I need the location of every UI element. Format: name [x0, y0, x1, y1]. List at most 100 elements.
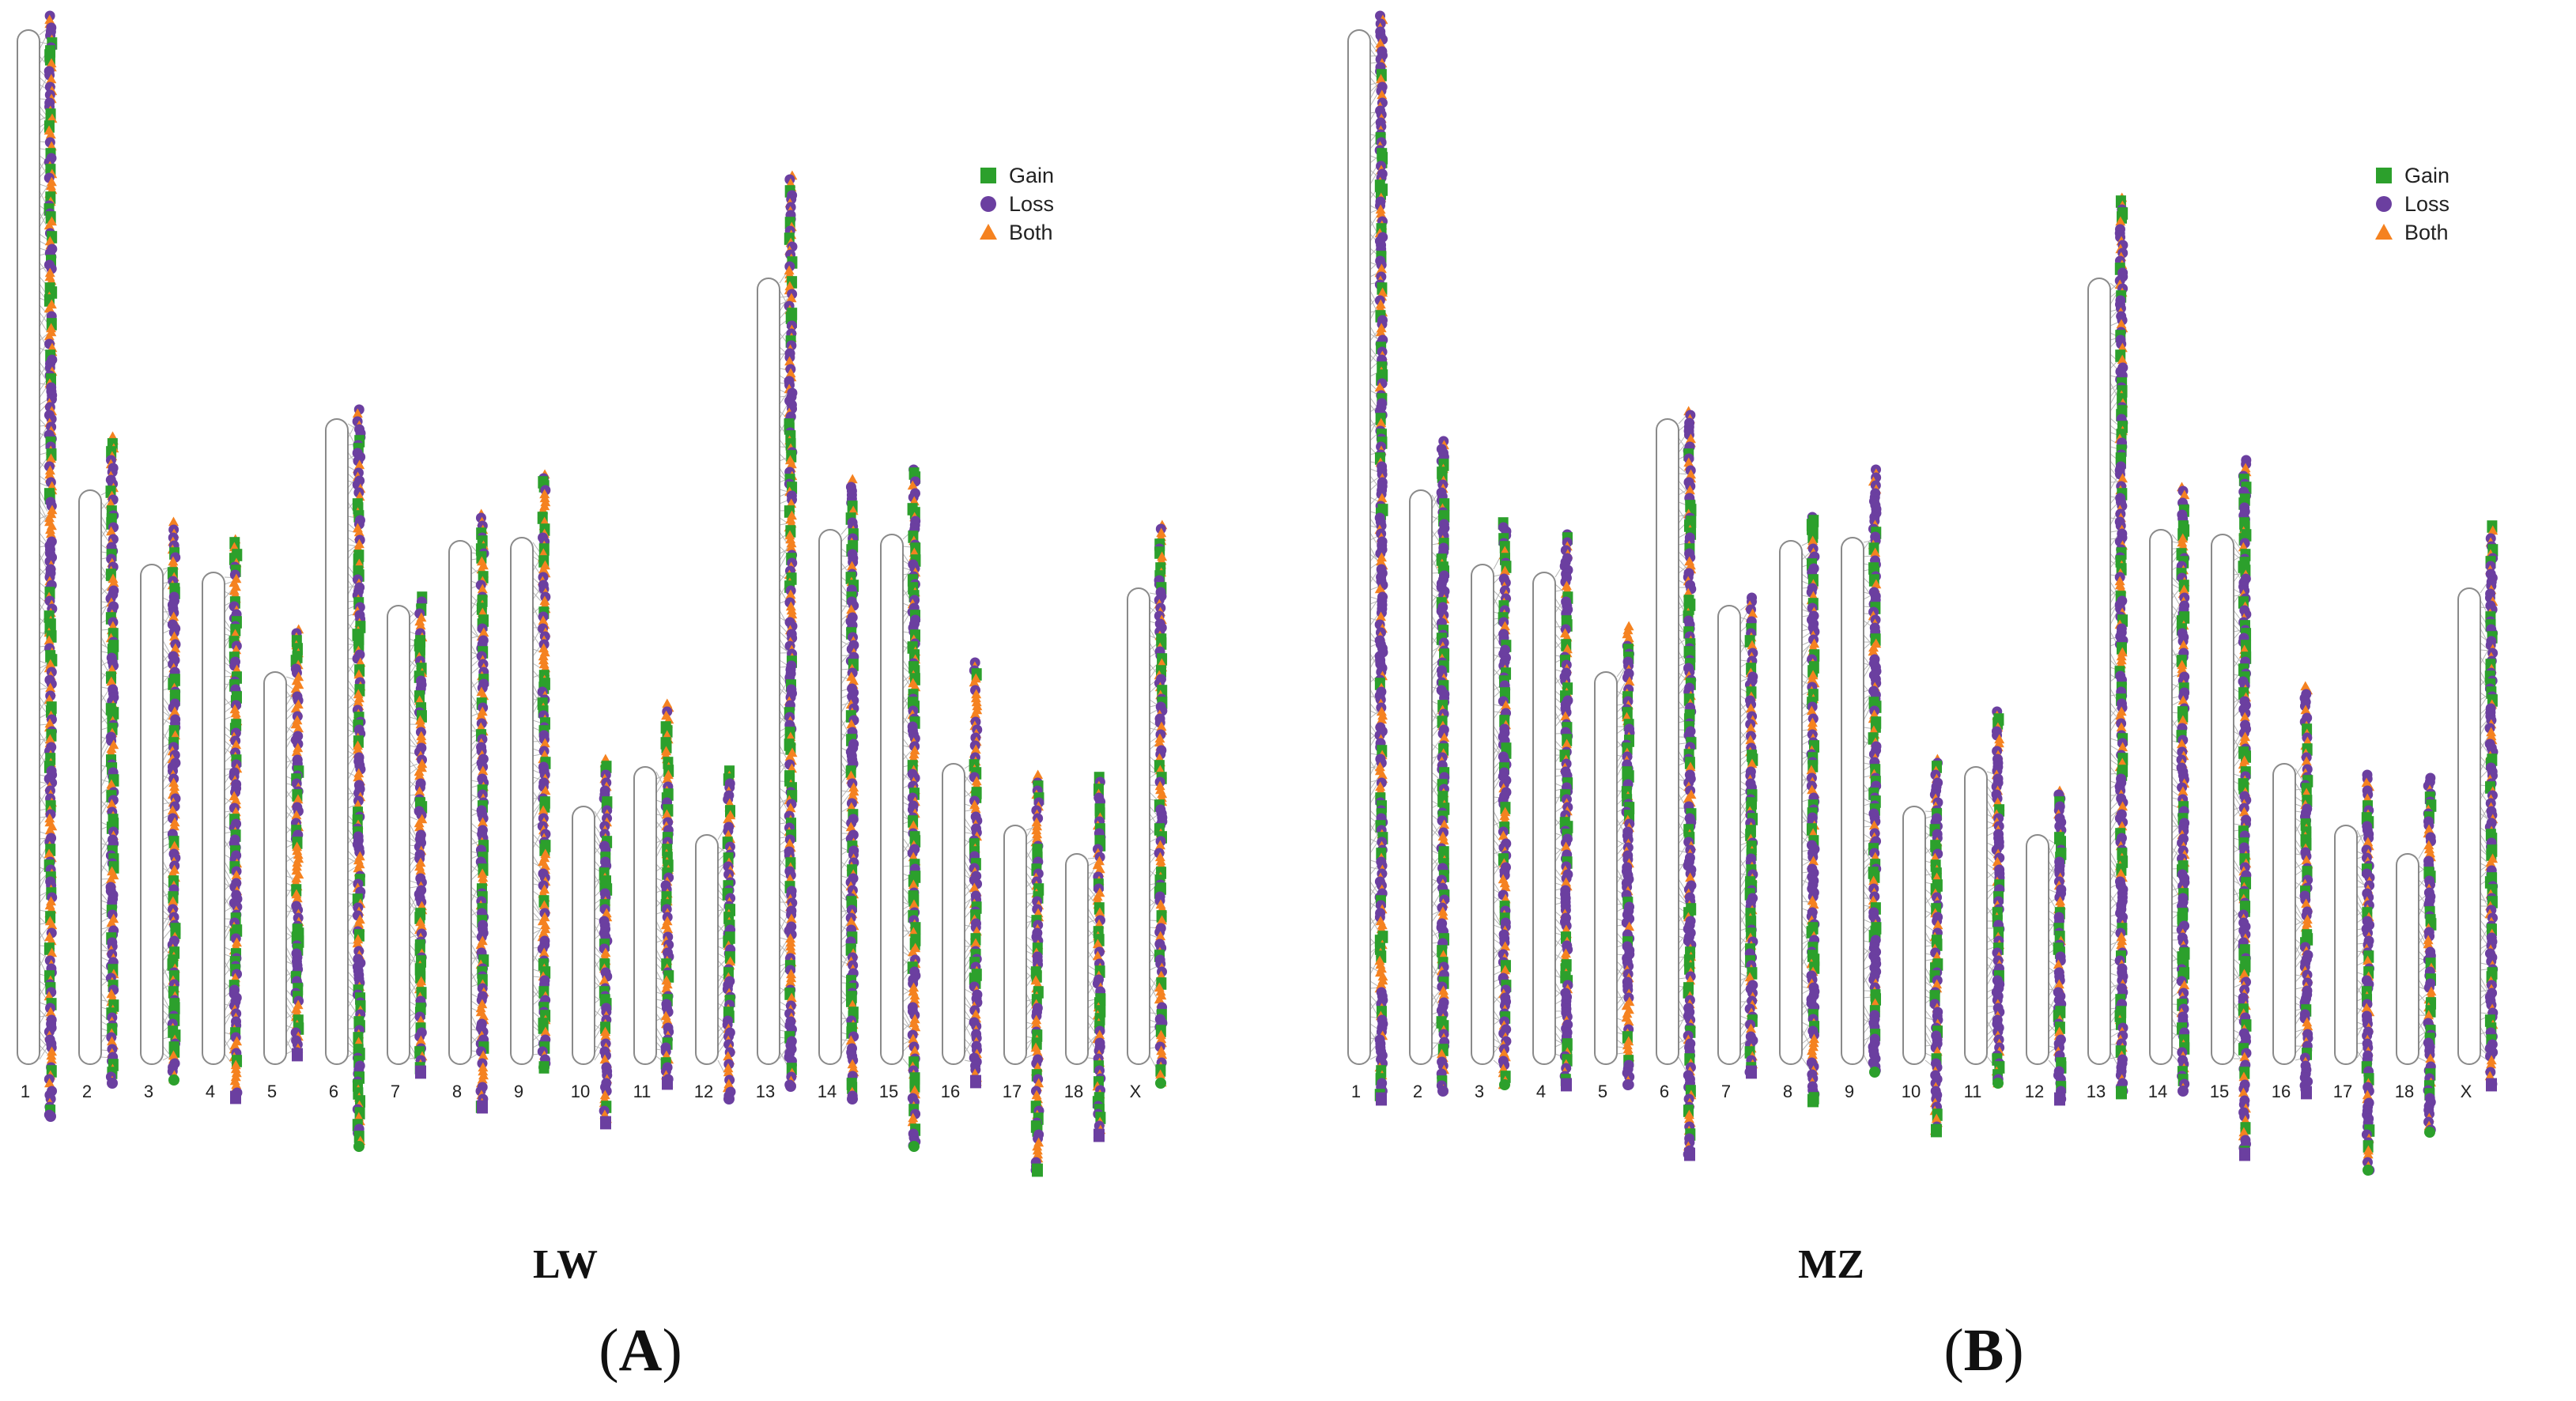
- legend-item-loss: Loss: [2376, 192, 2449, 216]
- chromosome-10: 10: [1902, 753, 1943, 1138]
- chromosome-ideogram: [140, 564, 164, 1065]
- connector-lines: [655, 771, 665, 1063]
- panel-label-b: (B): [1943, 1317, 2024, 1384]
- chromosome-label: 4: [1536, 1082, 1546, 1101]
- chromosome-13: 13: [756, 170, 798, 1101]
- chromosome-label: 18: [2395, 1082, 2414, 1101]
- chromosome-label: 18: [1064, 1082, 1083, 1101]
- cnv-markers: [2053, 785, 2067, 1106]
- legend-label: Both: [2404, 221, 2449, 244]
- chromosome-ideogram: [17, 29, 40, 1065]
- chromosome-ideogram: [510, 537, 534, 1065]
- chromosome-label: 13: [756, 1082, 775, 1101]
- chromosome-ideogram: [1347, 29, 1371, 1065]
- cnv-markers: [1929, 753, 1943, 1138]
- cnv-markers: [1683, 406, 1697, 1161]
- chromosome-ideogram: [1902, 806, 1926, 1065]
- chromosome-ideogram: [2457, 587, 2481, 1065]
- chromosome-label: X: [2461, 1082, 2472, 1101]
- chromosome-6: 6: [1656, 406, 1697, 1161]
- cnv-markers: [475, 508, 489, 1114]
- chromosome-18: 18: [2395, 772, 2437, 1138]
- cnv-markers: [2484, 520, 2499, 1092]
- chromosome-3: 3: [1471, 517, 1512, 1101]
- legend-label: Both: [1009, 221, 1053, 244]
- chromosome-ideogram: [2396, 853, 2419, 1065]
- chromosome-label: 2: [82, 1082, 92, 1101]
- chromosome-12: 12: [2025, 785, 2067, 1106]
- chromosome-label: 2: [1413, 1082, 1422, 1101]
- cnv-markers: [784, 170, 798, 1092]
- chromosome-ideogram: [1003, 825, 1027, 1065]
- cnv-markers: [352, 404, 366, 1152]
- chromosome-ideogram: [2149, 529, 2173, 1065]
- chromosome-ideogram: [1964, 766, 1988, 1065]
- legend-item-gain: Gain: [2376, 164, 2449, 187]
- chromosome-6: 6: [325, 404, 366, 1152]
- cnv-markers: [105, 431, 119, 1089]
- cnv-markers: [1744, 592, 1758, 1079]
- chromosome-ideogram: [2272, 763, 2296, 1065]
- chromosome-label: 15: [879, 1082, 898, 1101]
- chromosome-14: 14: [818, 474, 859, 1105]
- legend-item-both: Both: [2375, 221, 2449, 244]
- cnv-markers: [907, 464, 921, 1152]
- legend-item-loss: Loss: [980, 192, 1054, 216]
- chromosome-label: 8: [1783, 1082, 1792, 1101]
- chromosome-label: 16: [2272, 1082, 2291, 1101]
- legend-item-gain: Gain: [980, 164, 1054, 187]
- chromosome-label: 11: [1964, 1082, 1982, 1101]
- legend-label: Gain: [2404, 164, 2449, 187]
- chromosome-ideogram: [633, 766, 657, 1065]
- panel-title-mz: MZ: [1798, 1242, 1864, 1287]
- cnv-markers: [1436, 436, 1450, 1097]
- chromosome-label: 12: [694, 1082, 713, 1101]
- cnv-markers: [1092, 772, 1106, 1142]
- cnv-markers: [599, 753, 613, 1130]
- chromosome-label: 12: [2025, 1082, 2044, 1101]
- cnv-markers: [2176, 481, 2190, 1097]
- chromosome-ideogram: [202, 572, 225, 1065]
- square-icon: [2376, 168, 2392, 183]
- chromosome-label: 14: [2148, 1082, 2167, 1101]
- chromosome-ideogram: [695, 834, 719, 1065]
- chromosome-label: 4: [206, 1082, 215, 1101]
- chromosome-X: X: [2457, 520, 2499, 1101]
- chromosome-ideogram: [818, 529, 842, 1065]
- chromosome-ideogram: [1127, 587, 1150, 1065]
- chromosome-17: 17: [1003, 769, 1044, 1177]
- chromosome-label: 8: [452, 1082, 462, 1101]
- square-icon: [980, 168, 996, 183]
- legend-label: Loss: [1009, 192, 1054, 216]
- cnv-markers: [229, 534, 243, 1105]
- chromosome-ideogram: [2087, 278, 2111, 1065]
- chromosome-11: 11: [633, 698, 674, 1101]
- chromosome-15: 15: [879, 464, 921, 1152]
- chromosome-ideogram: [942, 763, 965, 1065]
- cnv-markers: [2238, 455, 2252, 1161]
- chromosome-ideogram: [1409, 489, 1433, 1065]
- cnv-markers: [167, 516, 181, 1086]
- cnv-markers: [1806, 512, 1820, 1108]
- panel-lw: 1 2 3 4 5 6 7 8 9 10 11 12 13 14 15 16 17 18 X Gain Loss Both…: [17, 10, 1168, 1384]
- cnv-markers: [845, 474, 859, 1105]
- cnv-markers: [722, 765, 736, 1105]
- chromosome-label: 9: [514, 1082, 523, 1101]
- chromosome-7: 7: [1717, 592, 1758, 1101]
- chromosome-ideogram: [1471, 564, 1494, 1065]
- chromosome-label: 7: [1721, 1082, 1731, 1101]
- chromosome-9: 9: [1841, 464, 1882, 1101]
- triangle-icon: [2375, 224, 2393, 240]
- triangle-icon: [980, 224, 997, 240]
- legend-label: Gain: [1009, 164, 1054, 187]
- cnv-markers: [1621, 621, 1635, 1090]
- cnv-markers: [2114, 192, 2128, 1100]
- legend-label: Loss: [2404, 192, 2449, 216]
- legend: Gain Loss Both: [2375, 164, 2449, 244]
- cnv-markers: [2361, 769, 2375, 1176]
- chromosome-15: 15: [2210, 455, 2252, 1161]
- panel-mz: 1 2 3 4 5 6 7 8 9 10 11 12 13 14 15 16 17 18 X Gain Loss Both…: [1288, 0, 2576, 1401]
- chromosome-ideogram: [1532, 572, 1556, 1065]
